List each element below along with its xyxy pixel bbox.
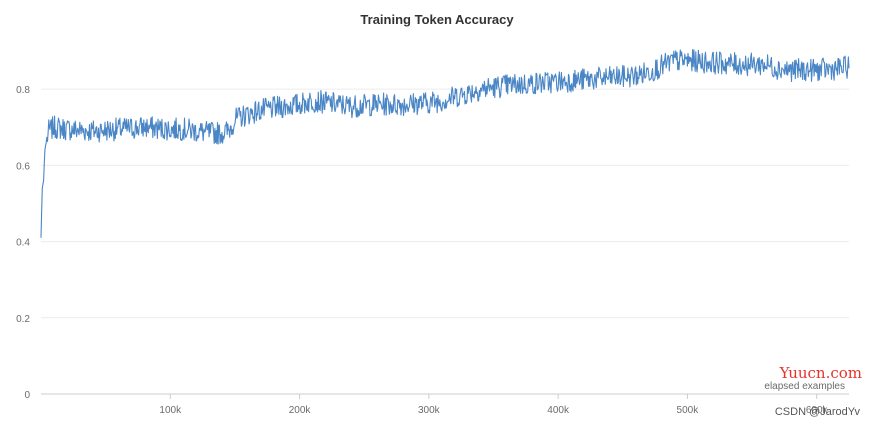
- y-tick-label: 0.6: [16, 161, 30, 172]
- y-tick-label: 0: [24, 390, 30, 401]
- x-tick-label: 300k: [418, 405, 441, 416]
- chart-title: Training Token Accuracy: [360, 12, 514, 27]
- series-group: [40, 49, 850, 238]
- x-axis: 100k 200k 300k 400k 500k 600k: [41, 393, 849, 416]
- y-tick-label: 0.8: [16, 85, 30, 96]
- watermark-site: Yuucn.com: [779, 364, 862, 382]
- x-tick-label: 400k: [547, 405, 570, 416]
- y-tick-label: 0.2: [16, 314, 30, 325]
- x-axis-title: elapsed examples: [764, 381, 845, 392]
- x-tick-label: 200k: [289, 405, 312, 416]
- y-tick-label: 0.4: [16, 238, 30, 249]
- grid: [41, 88, 849, 319]
- watermark-credit: CSDN @JarodYv: [775, 406, 861, 418]
- x-tick-label: 600k: [806, 405, 829, 416]
- series-line-0: [40, 49, 850, 238]
- x-tick-label: 100k: [159, 405, 182, 416]
- x-tick-label: 500k: [677, 405, 700, 416]
- y-axis: 0 0.2 0.4 0.6 0.8: [16, 85, 30, 401]
